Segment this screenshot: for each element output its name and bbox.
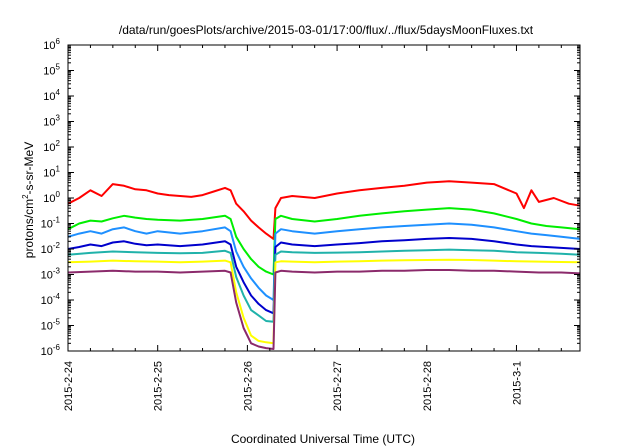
y-tick-exponent: -5 [53,318,61,327]
series-line-3 [67,222,581,301]
y-tick-base: 10 [43,117,55,129]
x-tick-label: 2015-2-24 [63,361,75,411]
y-tick-exponent: 5 [56,63,61,72]
y-tick-label: 102 [43,139,60,154]
y-tick-base: 10 [41,270,53,282]
y-axis-label-post: -s-sr-MeV [22,142,36,195]
y-tick-exponent: -4 [53,292,61,301]
y-tick-base: 10 [43,168,55,180]
y-tick-exponent: 0 [56,190,61,199]
series-line-7 [67,269,581,350]
y-tick-exponent: -2 [53,241,61,250]
axes-layer: 10-610-510-410-310-210-11001011021031041… [41,37,580,411]
y-tick-label: 10-3 [41,267,61,282]
y-tick-base: 10 [43,40,55,52]
y-tick-base: 10 [41,321,53,333]
series-line-2 [67,207,581,276]
series-line-4 [67,237,581,315]
plot-frame [67,44,581,352]
y-tick-base: 10 [41,295,53,307]
series-line-6 [67,258,581,345]
series-layer [67,180,581,350]
y-tick-exponent: -1 [53,216,61,225]
y-tick-base: 10 [43,66,55,78]
y-tick-label: 105 [43,63,60,78]
x-tick-label: 2015-2-28 [422,361,434,411]
y-tick-label: 10-6 [41,343,61,358]
y-tick-base: 10 [43,142,55,154]
y-axis-label-pre: protons/cm [22,199,36,258]
y-tick-exponent: -6 [53,343,61,352]
series-line-1 [67,180,581,240]
y-tick-base: 10 [43,91,55,103]
y-tick-label: 10-5 [41,318,61,333]
y-tick-label: 10-4 [41,292,61,307]
x-axis-label: Coordinated Universal Time (UTC) [231,432,415,446]
y-tick-exponent: 1 [56,165,61,174]
x-tick-label: 2015-2-27 [332,361,344,411]
x-tick-label: 2015-3-1 [511,361,523,405]
y-tick-label: 10-2 [41,241,61,256]
y-tick-exponent: 4 [56,88,61,97]
x-tick-label: 2015-2-26 [242,361,254,411]
y-tick-exponent: 2 [56,139,61,148]
y-tick-label: 106 [43,37,60,52]
y-tick-label: 100 [43,190,60,205]
series-line-5 [67,248,581,323]
y-tick-label: 101 [43,165,60,180]
y-tick-base: 10 [43,193,55,205]
y-tick-exponent: 6 [56,37,61,46]
x-tick-label: 2015-2-25 [153,361,165,411]
y-tick-exponent: 3 [56,114,61,123]
y-axis-label-sup: 2 [21,194,30,199]
y-tick-label: 10-1 [41,216,61,231]
y-axis-label: protons/cm2-s-sr-MeV [21,142,36,258]
y-tick-exponent: -3 [53,267,61,276]
y-tick-label: 104 [43,88,60,103]
y-tick-base: 10 [41,244,53,256]
y-tick-base: 10 [41,346,53,358]
y-tick-label: 103 [43,114,60,129]
y-tick-base: 10 [41,219,53,231]
chart-title: /data/run/goesPlots/archive/2015-03-01/1… [119,23,534,37]
